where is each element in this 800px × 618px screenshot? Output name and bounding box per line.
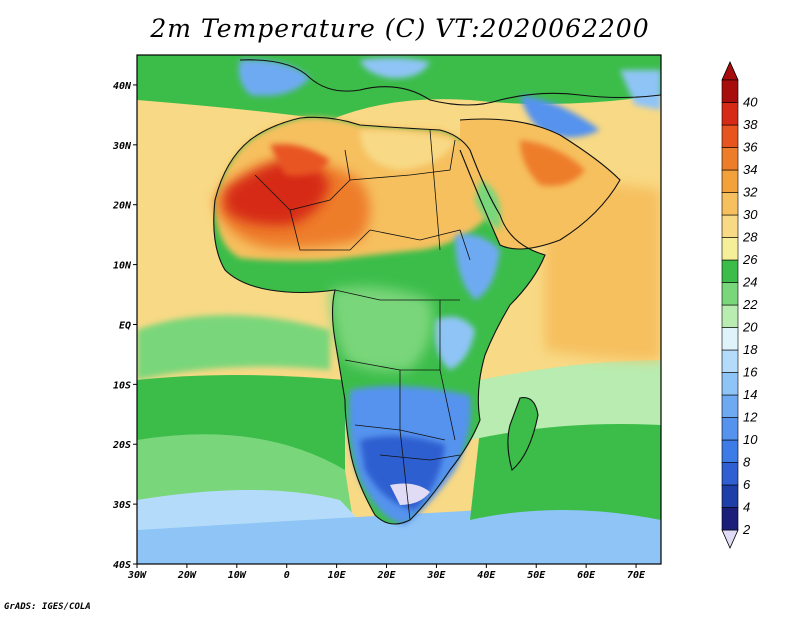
colorbar-segment [721, 304, 739, 328]
x-tick-label: 30W [127, 570, 147, 581]
y-tick-label: 30N [112, 141, 132, 152]
colorbar-label: 10 [743, 432, 758, 447]
x-tick-label: 40E [477, 570, 496, 581]
colorbar-segment [721, 439, 739, 463]
colorbar-segment [721, 79, 739, 103]
colorbar-segment [721, 327, 739, 351]
colorbar-label: 26 [742, 252, 758, 267]
himalaya-west [620, 70, 661, 110]
y-tick-label: EQ [119, 320, 131, 331]
congo-basin [330, 286, 433, 372]
canary-current [137, 195, 215, 280]
colorbar-label: 28 [742, 230, 758, 245]
colorbar-label: 6 [743, 477, 751, 492]
colorbar-high-arrow [721, 61, 739, 81]
x-tick-label: 20W [177, 570, 197, 581]
colorbar-label: 12 [743, 410, 758, 425]
colorbar-label: 22 [742, 297, 758, 312]
colorbar-label: 38 [743, 117, 758, 132]
x-tick-label: 20E [376, 570, 396, 581]
colorbar-segment [721, 214, 739, 238]
temperature-field [137, 55, 661, 564]
east-african-highlands [434, 316, 475, 370]
hejaz-mountains [475, 180, 501, 230]
colorbar-label: 20 [742, 320, 758, 335]
x-tick-label: 50E [527, 570, 546, 581]
colorbar-segment [721, 484, 739, 508]
colorbar-segment [721, 169, 739, 193]
y-tick-label: 20N [112, 201, 132, 212]
colorbar-segment [721, 507, 739, 531]
colorbar-segment [721, 462, 739, 486]
y-tick-label: 40N [113, 81, 132, 92]
y-tick-label: 30S [112, 500, 131, 511]
colorbar-label: 14 [743, 387, 757, 402]
x-tick-label: 70E [627, 570, 646, 581]
colorbar-label: 2 [742, 522, 751, 537]
ocean-band-gulf-guinea [137, 315, 330, 380]
ethiopian-highlands [455, 234, 500, 300]
colorbar-segment [721, 349, 739, 373]
colorbar-label: 34 [743, 162, 757, 177]
grads-credit: GrADS: IGES/COLA [4, 602, 91, 612]
alps-cool [360, 57, 430, 79]
colorbar-segment [721, 282, 739, 306]
colorbar-segment [721, 394, 739, 418]
x-tick-label: 10W [228, 570, 247, 581]
colorbar-segment [721, 372, 739, 396]
libya-egypt [360, 130, 455, 170]
ocean-band-far-south [137, 500, 661, 564]
map-title: 2m Temperature (C) VT:2020062200 [150, 14, 650, 43]
colorbar-segment [721, 417, 739, 441]
latitude-axis: 40S 30S 20S 10S EQ 10N 20N 30N 40N [112, 81, 137, 571]
west-sahara-core [225, 160, 330, 226]
arabia-hot [520, 140, 585, 186]
colorbar-label: 30 [743, 207, 758, 222]
colorbar-label: 16 [743, 365, 758, 380]
colorbar-segment [721, 237, 739, 261]
y-tick-label: 20S [112, 440, 131, 451]
colorbar-segment [721, 192, 739, 216]
y-tick-label: 10N [113, 261, 132, 272]
y-tick-label: 40S [113, 560, 131, 571]
colorbar-label: 24 [742, 275, 757, 290]
madagascar [507, 397, 538, 470]
colorbar-segment [721, 147, 739, 171]
colorbar-segment [721, 259, 739, 283]
colorbar-segment [721, 124, 739, 148]
x-tick-label: 10E [328, 570, 347, 581]
y-tick-label: 10S [113, 380, 131, 391]
colorbar-label: 8 [743, 455, 751, 470]
coastlines-and-borders [213, 59, 661, 525]
colorbar-label: 4 [743, 500, 750, 515]
lesotho-coldest [390, 483, 430, 505]
colorbar-segment [721, 102, 739, 126]
algeria-hot [270, 144, 330, 176]
longitude-axis: 30W 20W 10W 0 10E 20E 30E 40E 50E 60E 70E [127, 564, 646, 581]
colorbar-label: 36 [743, 140, 758, 155]
x-tick-label: 30E [426, 570, 446, 581]
x-tick-label: 0 [284, 570, 290, 581]
iberia-cool [238, 59, 310, 96]
colorbar-label: 18 [743, 342, 758, 357]
colorbar-low-arrow [721, 529, 739, 549]
colorbar-label: 40 [743, 95, 758, 110]
x-tick-label: 60E [577, 570, 596, 581]
map-frame [136, 54, 662, 565]
colorbar-label: 32 [743, 185, 758, 200]
